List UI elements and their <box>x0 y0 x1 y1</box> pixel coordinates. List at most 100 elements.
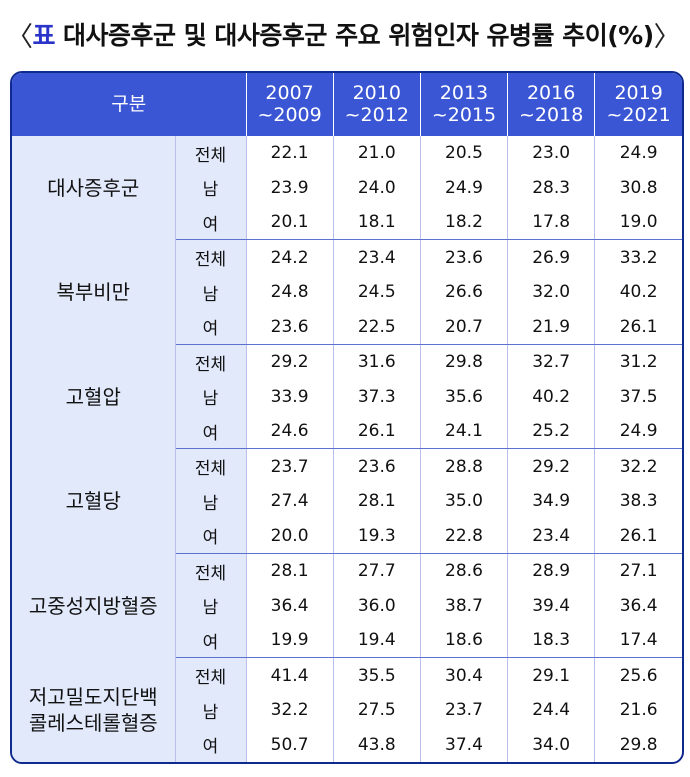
value-cell: 19.0 <box>594 204 682 241</box>
open-bracket: 〈 <box>6 21 33 53</box>
value-cell: 36.4 <box>619 595 658 616</box>
table-row: 복부비만 전체 24.2 23.4 23.6 26.9 33.2 <box>12 239 682 345</box>
table-row: 남 33.9 37.3 35.6 40.2 37.5 <box>12 379 682 414</box>
value-cell: 35.6 <box>420 379 509 414</box>
value-cell: 34.9 <box>507 483 596 519</box>
value-cell: 20.1 <box>246 204 334 241</box>
subgroup-cell: 전체 <box>175 657 247 693</box>
period-header: 2007 ~2009 <box>246 73 334 136</box>
value-cell: 29.1 <box>507 657 596 693</box>
value-cell: 33.2 <box>619 247 658 268</box>
value-cell: 23.7 <box>246 448 334 484</box>
category-cell: 대사증후군 <box>12 136 176 240</box>
value-cell: 50.7 <box>246 727 334 762</box>
value-cell: 32.2 <box>246 692 334 728</box>
value-cell: 32.2 <box>619 456 658 477</box>
table-row: 고혈당 전체 23.7 23.6 28.8 29.2 32.2 <box>12 448 682 554</box>
table-row: 여 24.6 26.1 24.1 25.2 24.9 <box>12 413 682 450</box>
value-cell: 23.4 <box>507 518 596 554</box>
value-cell: 23.7 <box>420 692 509 728</box>
category-cell: 저고밀도지단백 콜레스테롤혈증 <box>12 657 176 762</box>
value-cell: 26.1 <box>594 518 682 554</box>
value-cell: 17.4 <box>594 622 682 659</box>
value-cell: 24.4 <box>507 692 596 728</box>
value-cell: 41.4 <box>246 657 334 693</box>
value-cell: 21.0 <box>333 136 421 171</box>
value-cell: 23.0 <box>507 136 596 171</box>
prevalence-table: 구분 2007 ~2009 2010 ~2012 2013 ~2015 2016 ~20… <box>12 73 682 762</box>
subgroup-cell: 여 <box>175 518 247 554</box>
table-row: 여 50.7 43.8 37.4 34.0 29.8 <box>12 727 682 762</box>
value-cell: 23.4 <box>333 239 421 275</box>
value-cell: 29.8 <box>420 344 509 380</box>
category-cell: 복부비만 <box>12 239 176 345</box>
table-row: 여 20.0 19.3 22.8 23.4 26.1 <box>12 518 682 554</box>
value-cell: 38.7 <box>420 588 509 623</box>
subgroup-cell: 남 <box>175 692 247 728</box>
table-row: 대사증후군 전체 22.1 21.0 20.5 23.0 24.9 <box>12 136 682 240</box>
subgroup-cell: 전체 <box>175 344 247 380</box>
value-cell: 24.9 <box>420 170 509 205</box>
value-cell: 23.6 <box>246 309 334 345</box>
value-cell: 28.6 <box>420 553 509 589</box>
value-cell: 26.6 <box>420 274 509 310</box>
value-cell: 23.6 <box>333 448 421 484</box>
table-row: 남 27.4 28.1 35.0 34.9 38.3 <box>12 483 682 519</box>
value-cell: 24.9 <box>594 413 682 450</box>
period-header: 2010 ~2012 <box>333 73 421 136</box>
category-cell: 고중성지방혈증 <box>12 553 176 658</box>
value-cell: 35.5 <box>333 657 421 693</box>
value-cell: 20.7 <box>420 309 509 345</box>
value-cell: 29.2 <box>246 344 334 380</box>
value-cell: 39.4 <box>507 588 596 623</box>
value-cell: 18.2 <box>420 204 509 241</box>
close-bracket: 〉 <box>653 21 681 53</box>
value-cell: 19.4 <box>333 622 421 659</box>
subgroup-cell: 전체 <box>175 136 247 171</box>
corner-header: 구분 <box>12 73 247 136</box>
value-cell: 32.0 <box>507 274 596 310</box>
value-cell: 24.9 <box>619 143 658 164</box>
value-cell: 37.3 <box>333 379 421 414</box>
value-cell: 28.8 <box>420 448 509 484</box>
subgroup-cell: 남 <box>175 274 247 310</box>
value-cell: 18.1 <box>333 204 421 241</box>
value-cell: 37.4 <box>420 727 509 762</box>
table-row: 고중성지방혈증 전체 28.1 27.7 28.6 28.9 27.1 <box>12 553 682 658</box>
table-row: 고혈압 전체 29.2 31.6 29.8 32.7 31.2 <box>12 344 682 449</box>
value-cell: 23.9 <box>246 170 334 205</box>
value-cell: 37.5 <box>619 386 658 407</box>
value-cell: 27.1 <box>619 561 658 582</box>
value-cell: 26.1 <box>594 309 682 345</box>
value-cell: 29.8 <box>619 734 658 755</box>
table-row: 남 32.2 27.5 23.7 24.4 21.6 <box>12 692 682 728</box>
subgroup-cell: 여 <box>175 309 247 345</box>
value-cell: 40.2 <box>619 282 658 303</box>
value-cell: 25.6 <box>619 665 658 686</box>
value-cell: 30.4 <box>420 657 509 693</box>
value-cell: 24.1 <box>420 413 509 450</box>
value-cell: 27.7 <box>333 553 421 589</box>
value-cell: 27.5 <box>333 692 421 728</box>
table-title: 〈 표 대사증후군 및 대사증후군 주요 위험인자 유병률 추이(%) 〉 <box>6 14 681 54</box>
value-cell: 26.9 <box>507 239 596 275</box>
value-cell: 19.3 <box>333 518 421 554</box>
period-header: 2019 ~2021 <box>594 73 682 136</box>
table-row: 남 23.9 24.0 24.9 28.3 30.8 <box>12 170 682 205</box>
value-cell: 17.8 <box>507 204 596 241</box>
prevalence-table-container: 구분 2007 ~2009 2010 ~2012 2013 ~2015 2016 ~20… <box>10 71 684 764</box>
value-cell: 18.6 <box>420 622 509 659</box>
category-cell: 고혈당 <box>12 448 176 554</box>
title-text: 대사증후군 및 대사증후군 주요 위험인자 유병률 추이(%) <box>63 21 654 50</box>
subgroup-cell: 여 <box>175 413 247 450</box>
value-cell: 24.0 <box>333 170 421 205</box>
value-cell: 33.9 <box>246 379 334 414</box>
value-cell: 38.3 <box>619 491 658 512</box>
subgroup-cell: 남 <box>175 588 247 623</box>
value-cell: 19.9 <box>246 622 334 659</box>
subgroup-cell: 남 <box>175 170 247 205</box>
subgroup-cell: 여 <box>175 622 247 659</box>
value-cell: 22.8 <box>420 518 509 554</box>
title-prefix: 표 <box>32 21 56 50</box>
value-cell: 24.2 <box>246 239 334 275</box>
